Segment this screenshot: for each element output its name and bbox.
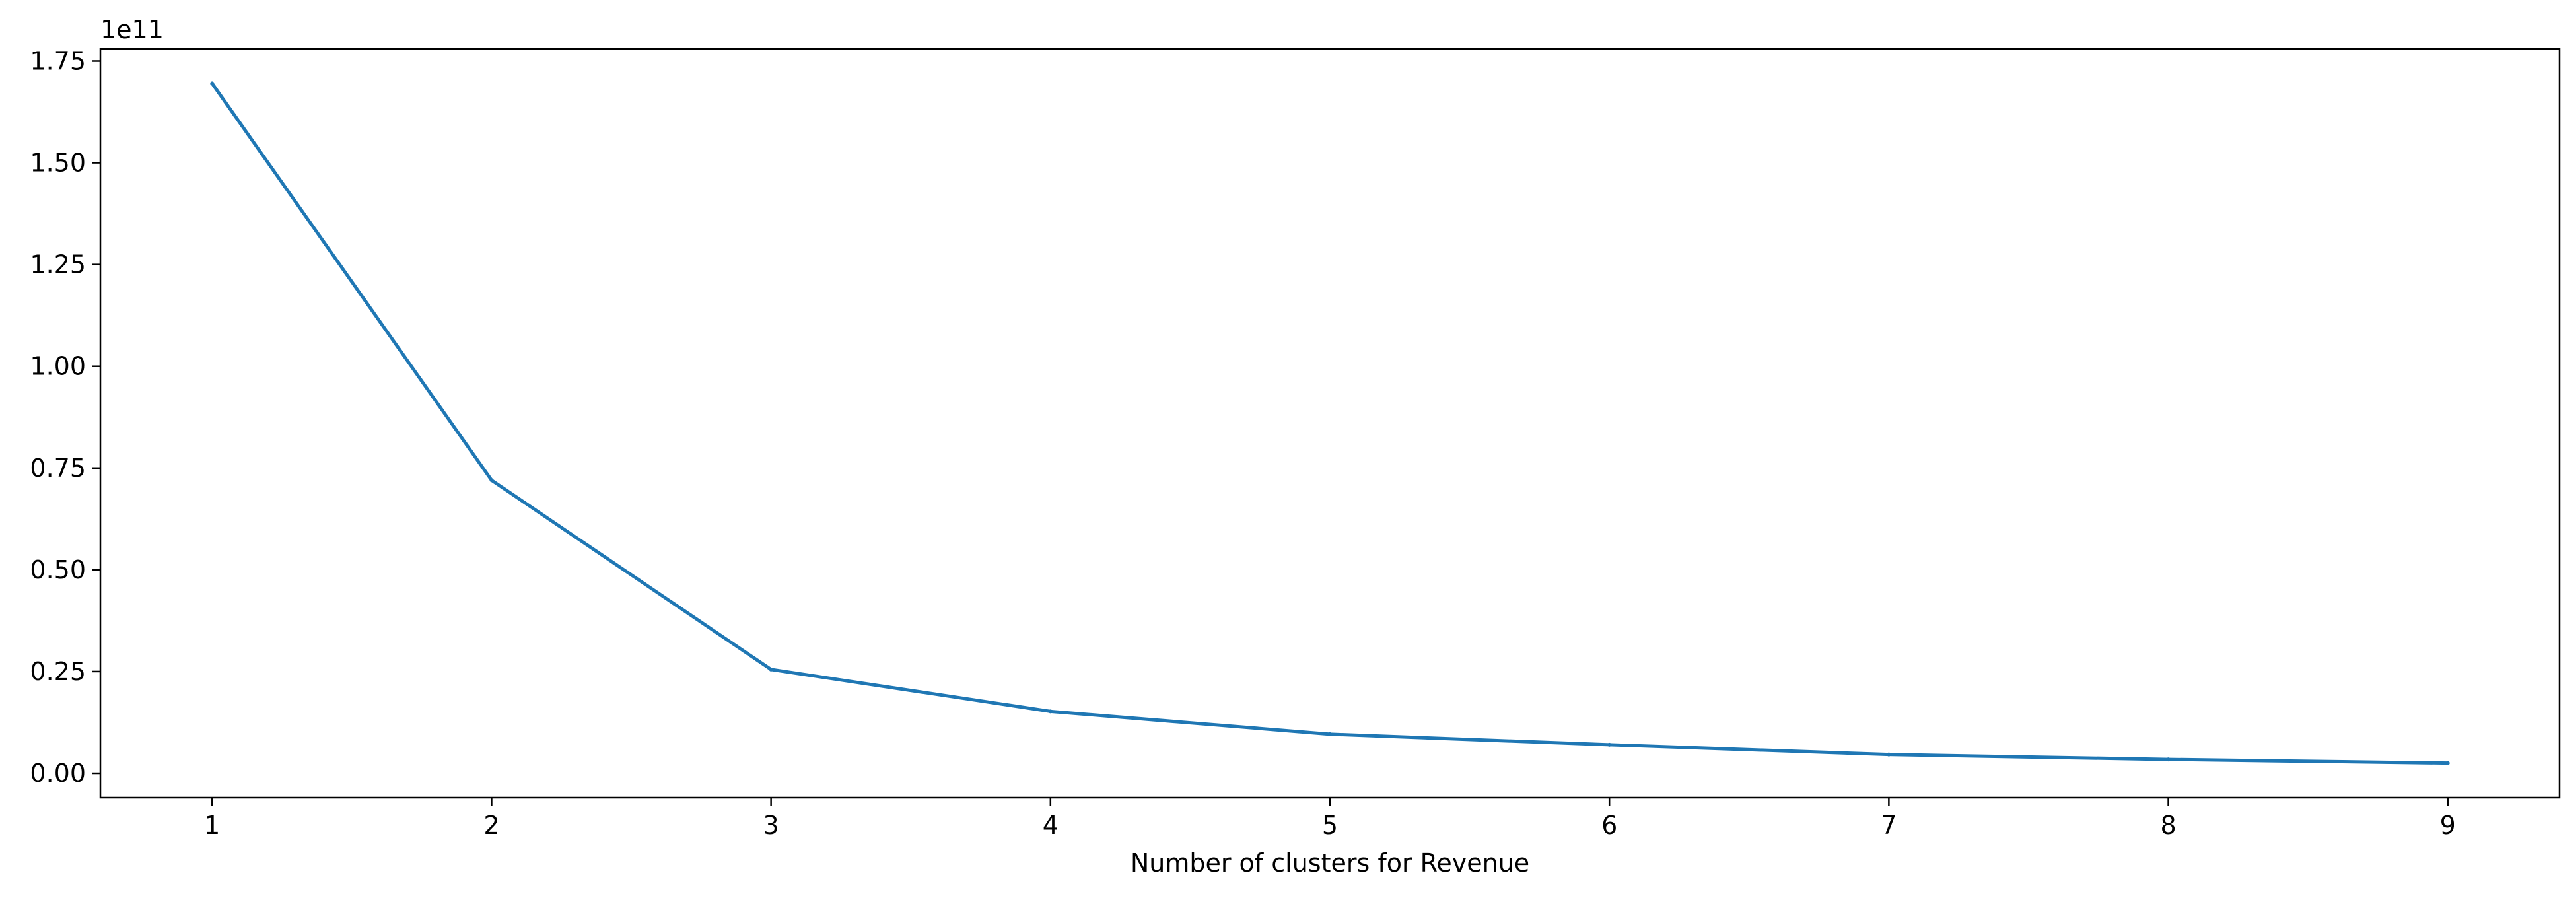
data-point — [1887, 752, 1891, 757]
y-tick-label: 0.00 — [30, 759, 86, 788]
x-tick-label: 7 — [1881, 811, 1897, 840]
y-tick-label: 0.50 — [30, 555, 86, 584]
y-tick-label: 1.75 — [30, 46, 86, 75]
x-axis-ticks: 1 2 3 4 5 6 7 8 9 — [204, 798, 2456, 840]
data-point — [1607, 742, 1612, 747]
plot-frame — [99, 48, 2561, 799]
x-tick-label: 3 — [763, 811, 779, 840]
x-tick-label: 1 — [204, 811, 220, 840]
y-tick-label: 1.25 — [30, 250, 86, 279]
data-point — [210, 81, 215, 86]
x-tick-label: 8 — [2160, 811, 2176, 840]
x-tick-label: 6 — [1601, 811, 1617, 840]
y-tick-label: 1.00 — [30, 352, 86, 381]
x-tick-label: 4 — [1043, 811, 1059, 840]
y-tick-label: 1.50 — [30, 149, 86, 178]
x-tick-label: 2 — [483, 811, 499, 840]
data-point — [489, 478, 494, 483]
y-axis-offset-label: 1e11 — [100, 15, 164, 44]
series-layer — [210, 81, 2450, 765]
data-point — [769, 667, 773, 672]
data-point — [2445, 761, 2450, 765]
y-tick-label: 0.75 — [30, 454, 86, 483]
data-point — [2166, 757, 2171, 762]
x-tick-label: 9 — [2440, 811, 2456, 840]
y-tick-label: 0.25 — [30, 657, 86, 686]
x-axis-label: Number of clusters for Revenue — [1131, 849, 1529, 878]
y-axis-ticks: 0.00 0.25 0.50 0.75 1.00 1.25 1.50 1.75 — [30, 46, 100, 788]
data-point — [1048, 709, 1053, 714]
x-tick-label: 5 — [1322, 811, 1338, 840]
data-point — [1328, 732, 1332, 736]
